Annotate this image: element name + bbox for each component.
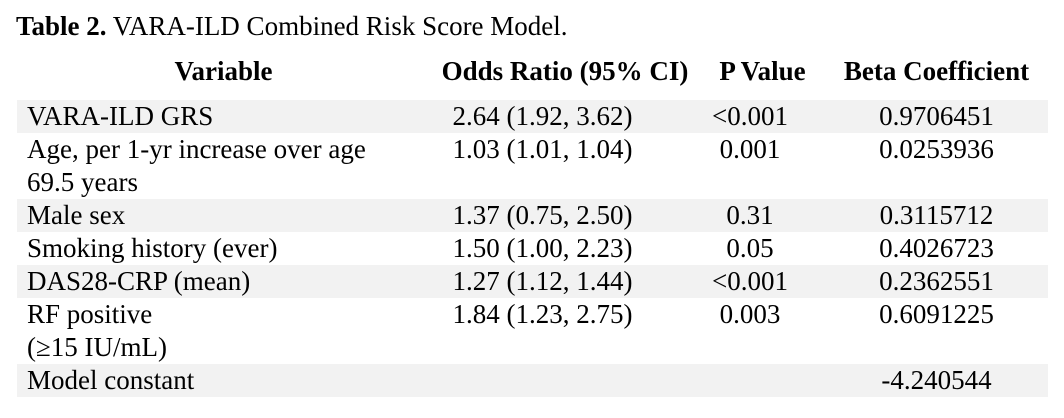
p-value-cell: 0.05 <box>726 233 774 263</box>
variable-cell-line2: (≥15 IU/mL) <box>27 332 168 362</box>
column-header-odds-ratio: Odds Ratio (95% CI) <box>441 56 689 86</box>
p-value-cell: 0.31 <box>726 200 774 230</box>
odds-ratio-cell: 1.37 (0.75, 2.50) <box>452 200 633 230</box>
table-row: Smoking history (ever) 1.50 (1.00, 2.23)… <box>17 232 1048 265</box>
variable-cell: VARA-ILD GRS <box>27 101 214 131</box>
table-row: Age, per 1-yr increase over age 69.5 yea… <box>17 133 1048 199</box>
odds-ratio-cell: 1.03 (1.01, 1.04) <box>452 134 633 164</box>
column-header-variable: Variable <box>174 56 273 86</box>
column-header-beta-coefficient: Beta Coefficient <box>843 56 1030 86</box>
odds-ratio-cell: 1.27 (1.12, 1.44) <box>452 266 633 296</box>
odds-ratio-cell: 1.50 (1.00, 2.23) <box>452 233 633 263</box>
variable-cell: Model constant <box>27 365 195 395</box>
beta-coefficient-cell: 0.4026723 <box>879 233 994 263</box>
odds-ratio-cell <box>430 364 700 397</box>
beta-coefficient-cell: 0.9706451 <box>879 101 994 131</box>
odds-ratio-cell: 2.64 (1.92, 3.62) <box>452 101 633 131</box>
table-row: RF positive (≥15 IU/mL) 1.84 (1.23, 2.75… <box>17 298 1048 364</box>
beta-coefficient-cell: -4.240544 <box>881 365 992 395</box>
table-caption: Table 2. VARA-ILD Combined Risk Score Mo… <box>16 11 1064 42</box>
beta-coefficient-cell: 0.0253936 <box>879 134 994 164</box>
beta-coefficient-cell: 0.2362551 <box>879 266 994 296</box>
header-row: Variable Odds Ratio (95% CI) P Value Bet… <box>17 55 1048 100</box>
p-value-cell: <0.001 <box>712 266 788 296</box>
variable-cell-line2: 69.5 years <box>27 167 138 197</box>
beta-coefficient-cell: 0.3115712 <box>879 200 994 230</box>
table-row: Male sex 1.37 (0.75, 2.50) 0.31 0.311571… <box>17 199 1048 232</box>
odds-ratio-cell: 1.84 (1.23, 2.75) <box>452 299 633 329</box>
beta-coefficient-cell: 0.6091225 <box>879 299 994 329</box>
variable-cell: Age, per 1-yr increase over age <box>27 134 366 164</box>
table-row: DAS28-CRP (mean) 1.27 (1.12, 1.44) <0.00… <box>17 265 1048 298</box>
variable-cell: DAS28-CRP (mean) <box>27 266 251 296</box>
p-value-cell: 0.003 <box>719 299 781 329</box>
p-value-cell: <0.001 <box>712 101 788 131</box>
risk-score-table: Variable Odds Ratio (95% CI) P Value Bet… <box>17 55 1048 397</box>
p-value-cell <box>700 364 825 397</box>
table-row: VARA-ILD GRS 2.64 (1.92, 3.62) <0.001 0.… <box>17 100 1048 133</box>
table-row: Model constant -4.240544 <box>17 364 1048 397</box>
p-value-cell: 0.001 <box>719 134 781 164</box>
table-caption-text: VARA-ILD Combined Risk Score Model. <box>106 11 568 41</box>
variable-cell: Male sex <box>27 200 126 230</box>
column-header-p-value: P Value <box>719 56 806 86</box>
table-caption-number: Table 2. <box>16 11 107 41</box>
variable-cell: RF positive <box>27 299 153 329</box>
variable-cell: Smoking history (ever) <box>27 233 278 263</box>
